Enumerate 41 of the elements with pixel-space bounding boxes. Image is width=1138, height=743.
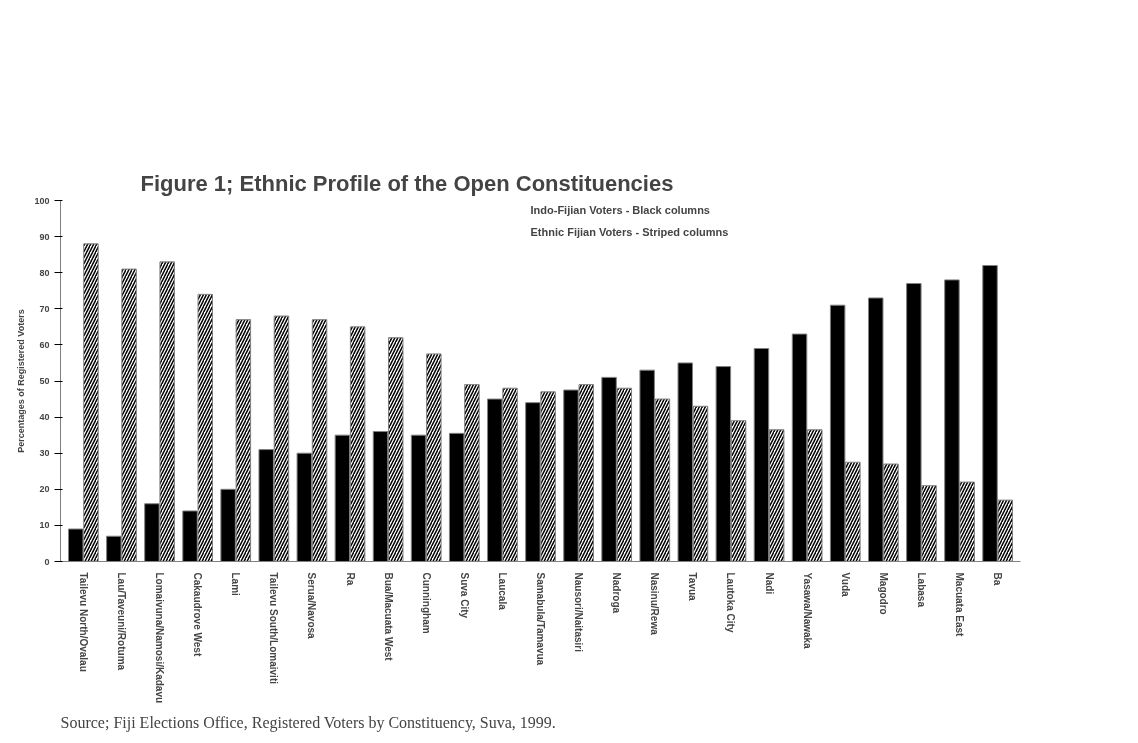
x-tick-label: Ra (344, 572, 356, 586)
x-tick-label: Macuata East (954, 572, 966, 638)
y-tick-label: 60 (39, 339, 50, 350)
x-tick-label: Cakaudrove West (192, 572, 204, 657)
y-tick-label: 20 (39, 484, 50, 495)
x-tick-label: Tailevu South/Lomaiviti (268, 572, 280, 685)
y-tick-label: 0 (44, 556, 50, 567)
y-tick-label: 90 (39, 231, 50, 242)
y-tick-label: 40 (39, 412, 50, 423)
x-tick-label: Vuda (839, 572, 851, 598)
x-tick-label: Lau/Taveuni/Rotuma (115, 572, 127, 671)
y-tick-label: 100 (34, 195, 50, 206)
x-tick-label: Nausori/Naitasiri (573, 572, 585, 653)
x-tick-label: Cunningham (420, 572, 432, 634)
x-tick-label: Lautoka City (725, 572, 737, 633)
x-tick-label: Nadi (763, 572, 775, 595)
x-tick-label: Tailevu North/Ovalau (77, 572, 89, 672)
annotation: Ethnic Fijian Voters - Striped columns (530, 225, 729, 238)
chart-title: Figure 1; Ethnic Profile of the Open Constituencies (140, 170, 674, 196)
x-tick-label: Yasawa/Nawaka (801, 572, 813, 650)
x-tick-label: Lomaivuna/Namosi/Kadavu (154, 572, 166, 704)
y-tick-label: 10 (39, 520, 50, 531)
x-tick-label: Suva City (458, 572, 470, 619)
y-axis-title: Percentages of Registered Voters (16, 309, 27, 453)
y-tick-label: 50 (39, 376, 50, 386)
y-tick-label: 70 (39, 303, 50, 314)
x-tick-label: Serua/Navosa (306, 572, 318, 640)
x-tick-label: Laucala (496, 572, 508, 611)
x-tick-label: Tavua (687, 572, 699, 602)
y-tick-label: 30 (39, 448, 50, 459)
annotation: Indo-Fijian Voters - Black columns (530, 203, 710, 216)
y-tick-label: 80 (39, 267, 50, 278)
x-tick-label: Nadroga (611, 572, 623, 614)
x-tick-label: Lami (230, 572, 242, 597)
x-tick-label: Ba (992, 572, 1004, 586)
x-tick-label: Bua/Macuata West (382, 572, 394, 662)
x-tick-label: Nasinu/Rewa (649, 572, 661, 636)
x-tick-label: Magodro (877, 572, 889, 615)
x-tick-label: Samabula/Tamavua (535, 572, 546, 666)
source-note: Source; Fiji Elections Office, Registered Voters by Constituency, Suva, 1999. (60, 713, 556, 732)
x-tick-label: Labasa (915, 572, 927, 608)
